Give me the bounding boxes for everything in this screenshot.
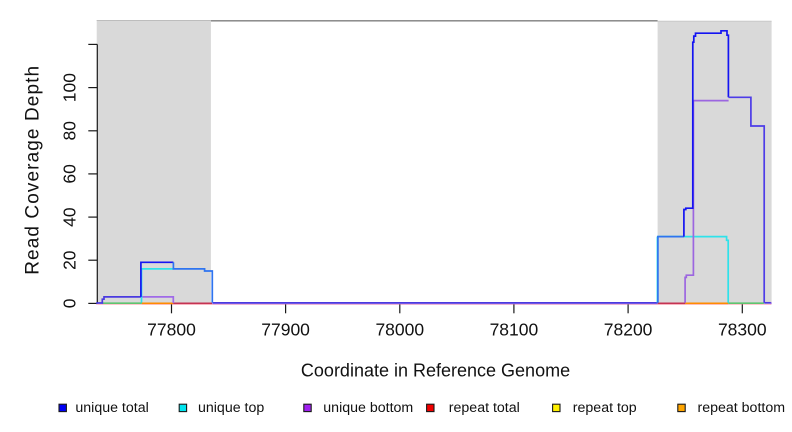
svg-text:0: 0 — [60, 298, 80, 308]
svg-text:78200: 78200 — [604, 320, 653, 340]
svg-text:100: 100 — [60, 73, 80, 102]
svg-text:77800: 77800 — [147, 320, 196, 340]
svg-text:80: 80 — [60, 121, 80, 141]
svg-text:repeat bottom: repeat bottom — [698, 400, 786, 416]
svg-text:78100: 78100 — [490, 320, 539, 340]
svg-text:40: 40 — [60, 207, 80, 227]
svg-text:77900: 77900 — [261, 320, 310, 340]
svg-text:78000: 78000 — [375, 320, 424, 340]
svg-text:78300: 78300 — [718, 320, 767, 340]
svg-text:20: 20 — [60, 250, 80, 270]
svg-text:unique top: unique top — [198, 400, 264, 416]
svg-text:repeat top: repeat top — [573, 400, 637, 416]
svg-text:60: 60 — [60, 164, 80, 184]
svg-text:unique total: unique total — [75, 400, 148, 416]
svg-text:Coordinate in Reference Genome: Coordinate in Reference Genome — [301, 360, 570, 380]
svg-text:unique bottom: unique bottom — [323, 400, 413, 416]
svg-text:Read Coverage Depth: Read Coverage Depth — [23, 65, 44, 275]
svg-text:repeat total: repeat total — [449, 400, 520, 416]
